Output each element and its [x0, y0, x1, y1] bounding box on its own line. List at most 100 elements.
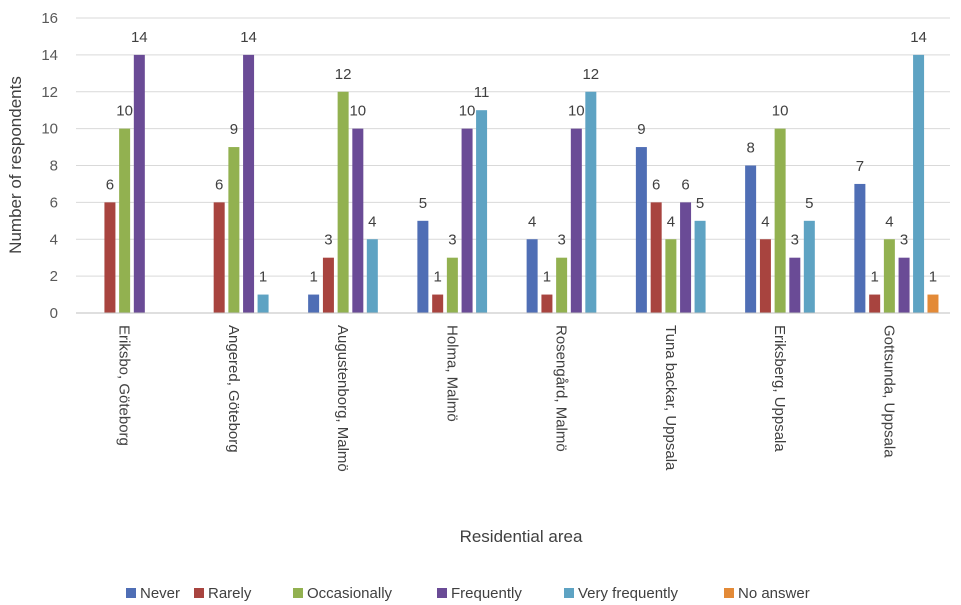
legend-label: Frequently: [451, 585, 522, 602]
legend-swatch: [437, 588, 447, 598]
legend-swatch: [126, 588, 136, 598]
x-category-label: Holma, Malmö: [443, 325, 460, 422]
bar-very-frequently: [803, 220, 815, 313]
bar-frequently: [789, 257, 801, 313]
bar-frequently: [898, 257, 910, 313]
data-label: 3: [557, 232, 565, 249]
data-label: 5: [696, 195, 704, 212]
data-label: 1: [309, 269, 317, 286]
y-tick-label: 14: [41, 47, 58, 64]
bar-occasionally: [446, 257, 458, 313]
bar-occasionally: [337, 91, 349, 313]
data-label: 10: [116, 103, 133, 120]
data-label: 6: [652, 176, 660, 193]
data-label: 12: [582, 66, 599, 83]
data-label: 10: [459, 103, 476, 120]
data-label: 11: [474, 84, 490, 101]
y-tick-label: 16: [41, 10, 58, 27]
y-tick-label: 6: [50, 194, 58, 211]
x-category-label: Eriksberg, Uppsala: [771, 325, 788, 452]
legend-label: Occasionally: [307, 585, 393, 602]
data-label: 12: [335, 66, 352, 83]
data-label: 10: [568, 103, 585, 120]
bar-no-answer: [927, 294, 939, 313]
y-tick-label: 0: [50, 305, 58, 322]
legend-label: Never: [140, 585, 180, 602]
legend-label: Very frequently: [578, 585, 679, 602]
x-category-label: Tuna backar, Uppsala: [662, 325, 679, 471]
data-label: 14: [131, 29, 148, 46]
data-label: 4: [761, 213, 769, 230]
bar-never: [745, 165, 757, 313]
bar-occasionally: [228, 147, 240, 313]
y-tick-label: 10: [41, 121, 58, 138]
x-axis-categories: Eriksbo, Göteborg Angered, Göteborg August…: [116, 325, 898, 472]
data-label: 14: [910, 29, 927, 46]
data-label: 10: [349, 103, 366, 120]
y-tick-label: 12: [41, 84, 58, 101]
bar-rarely: [104, 202, 116, 313]
bar-very-frequently: [366, 239, 378, 313]
data-label: 8: [746, 140, 754, 157]
bar-occasionally: [556, 257, 568, 313]
data-label: 6: [215, 176, 223, 193]
data-label: 7: [856, 158, 864, 175]
bar-never: [635, 147, 647, 313]
bar-rarely: [650, 202, 662, 313]
data-label: 4: [528, 213, 536, 230]
y-axis-title: Number of respondents: [6, 76, 25, 254]
data-label: 1: [871, 269, 879, 286]
data-label: 9: [230, 121, 238, 138]
legend-swatch: [724, 588, 734, 598]
x-axis-title: Residential area: [460, 527, 583, 546]
data-label: 14: [240, 29, 257, 46]
bar-rarely: [541, 294, 553, 313]
bar-rarely: [432, 294, 444, 313]
data-label: 1: [543, 269, 551, 286]
legend-label: Rarely: [208, 585, 252, 602]
x-category-label: Rosengård, Malmö: [553, 325, 570, 452]
data-label: 3: [900, 232, 908, 249]
data-label: 4: [885, 213, 893, 230]
bar-very-frequently: [913, 54, 925, 313]
legend-swatch: [564, 588, 574, 598]
data-label: 3: [324, 232, 332, 249]
legend-label: No answer: [738, 585, 810, 602]
bar-occasionally: [665, 239, 677, 313]
bar-frequently: [570, 128, 582, 313]
bar-frequently: [461, 128, 473, 313]
data-label: 3: [791, 232, 799, 249]
legend: Never Rarely Occasionally Frequently Very fr…: [126, 585, 810, 602]
bar-very-frequently: [585, 91, 597, 313]
y-tick-label: 4: [50, 231, 58, 248]
data-label: 3: [448, 232, 456, 249]
bar-frequently: [680, 202, 692, 313]
data-label: 6: [681, 176, 689, 193]
bar-rarely: [322, 257, 334, 313]
data-label: 4: [667, 213, 675, 230]
data-label: 5: [419, 195, 427, 212]
x-category-label: Angered, Göteborg: [225, 325, 242, 453]
bar-very-frequently: [694, 220, 706, 313]
bar-frequently: [243, 54, 255, 313]
bar-rarely: [869, 294, 881, 313]
bar-rarely: [759, 239, 771, 313]
bar-very-frequently: [257, 294, 269, 313]
bar-never: [854, 183, 866, 313]
data-label: 10: [772, 103, 789, 120]
legend-swatch: [293, 588, 303, 598]
gridlines: [76, 17, 950, 277]
legend-swatch: [194, 588, 204, 598]
bars: [104, 54, 939, 313]
data-label: 1: [259, 269, 267, 286]
data-label: 1: [929, 269, 937, 286]
data-label: 4: [368, 213, 376, 230]
bar-very-frequently: [476, 110, 488, 313]
bar-never: [308, 294, 320, 313]
data-label: 1: [434, 269, 442, 286]
bar-rarely: [213, 202, 225, 313]
x-category-label: Augustenborg, Malmö: [334, 325, 351, 472]
bar-occasionally: [119, 128, 131, 313]
data-label: 5: [805, 195, 813, 212]
